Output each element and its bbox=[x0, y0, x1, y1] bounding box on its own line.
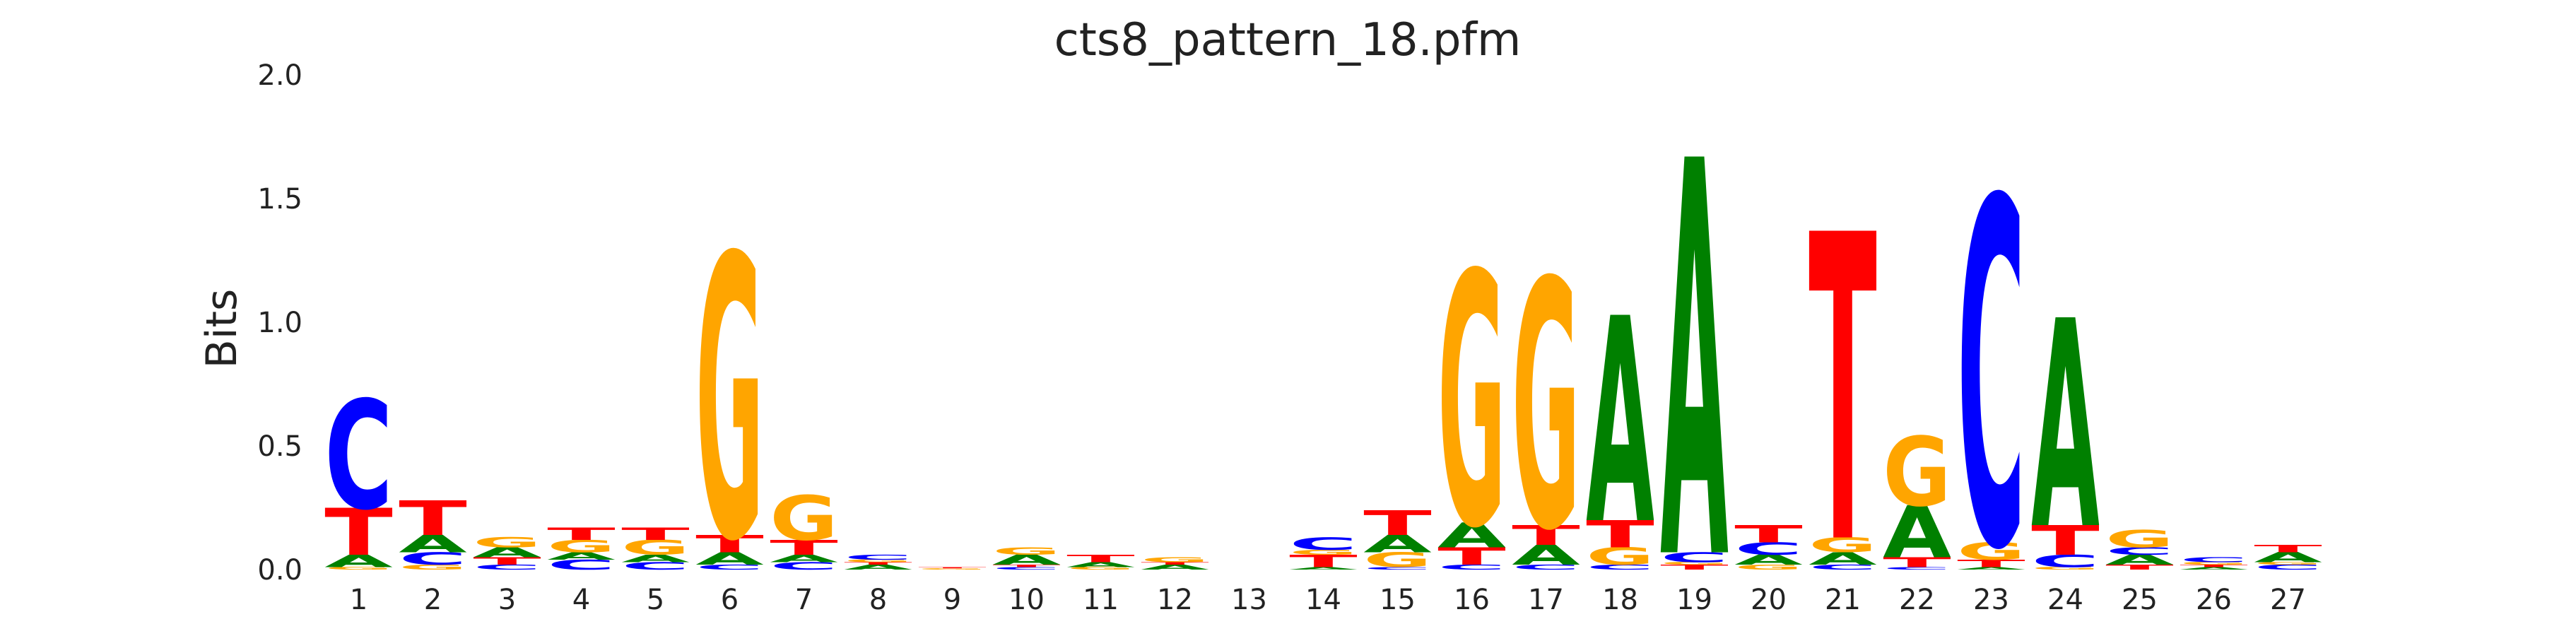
logo-letter-T: T bbox=[547, 524, 616, 544]
logo-letter-T: T bbox=[2254, 543, 2322, 555]
x-tick-label: 10 bbox=[1008, 584, 1045, 616]
logo-letter-C: C bbox=[2180, 556, 2248, 564]
logo-letter-A: A bbox=[2031, 261, 2100, 593]
logo-letter-C: C bbox=[844, 553, 912, 561]
logo-letter-C: C bbox=[1957, 102, 2025, 636]
logo-letter-A: A bbox=[1586, 259, 1654, 587]
x-tick-label: 9 bbox=[943, 584, 961, 616]
logo-letter-T: T bbox=[1734, 520, 1803, 548]
logo-letter-T: T bbox=[918, 567, 987, 569]
x-tick-label: 25 bbox=[2122, 584, 2158, 616]
logo-letter-C: C bbox=[324, 370, 393, 543]
x-tick-label: 11 bbox=[1083, 584, 1119, 616]
logo-letter-T: T bbox=[1066, 553, 1135, 565]
x-tick-label: 22 bbox=[1899, 584, 1935, 616]
logo-letter-G: G bbox=[2105, 526, 2174, 553]
y-axis-label: Bits bbox=[197, 289, 247, 369]
y-tick-label: 1.5 bbox=[257, 183, 302, 216]
y-axis-ticks: 0.0 0.5 1.0 1.5 2.0 bbox=[257, 59, 302, 587]
logo-letter-G: G bbox=[770, 483, 838, 554]
logo-letter-T: T bbox=[399, 491, 467, 546]
logo-letter-G: G bbox=[473, 535, 541, 550]
x-tick-label: 1 bbox=[350, 584, 367, 616]
x-tick-label: 18 bbox=[1602, 584, 1638, 616]
logo-letter-G: G bbox=[992, 546, 1061, 558]
x-tick-label: 3 bbox=[498, 584, 516, 616]
x-tick-label: 5 bbox=[647, 584, 664, 616]
logo-letter-C: C bbox=[1289, 534, 1358, 554]
x-tick-label: 26 bbox=[2196, 584, 2232, 616]
logo-letter-G: G bbox=[1437, 201, 1506, 604]
x-tick-label: 4 bbox=[572, 584, 590, 616]
x-tick-label: 13 bbox=[1231, 584, 1267, 616]
x-tick-label: 2 bbox=[424, 584, 442, 616]
logo-letter-T: T bbox=[1809, 148, 1877, 636]
y-tick-label: 0.0 bbox=[257, 554, 302, 587]
logo-letter-G: G bbox=[1883, 417, 1951, 527]
x-tick-label: 20 bbox=[1751, 584, 1787, 616]
x-tick-label: 15 bbox=[1380, 584, 1416, 616]
logo-letter-T: T bbox=[621, 524, 690, 544]
logo-letter-G: G bbox=[695, 177, 764, 627]
x-tick-label: 8 bbox=[869, 584, 887, 616]
y-tick-label: 1.0 bbox=[257, 307, 302, 339]
x-tick-label: 12 bbox=[1157, 584, 1193, 616]
y-tick-label: 2.0 bbox=[257, 59, 302, 92]
logo-letter-G: G bbox=[1512, 211, 1580, 606]
chart-title: cts8_pattern_18.pfm bbox=[1054, 14, 1522, 66]
x-tick-label: 7 bbox=[795, 584, 813, 616]
y-tick-label: 0.5 bbox=[257, 430, 302, 463]
x-tick-label: 27 bbox=[2270, 584, 2306, 616]
logo-letter-A: A bbox=[1660, 48, 1729, 636]
x-tick-label: 14 bbox=[1305, 584, 1341, 616]
logo-letter-G: G bbox=[1141, 556, 1209, 564]
logo-letter-T: T bbox=[1363, 503, 1432, 543]
